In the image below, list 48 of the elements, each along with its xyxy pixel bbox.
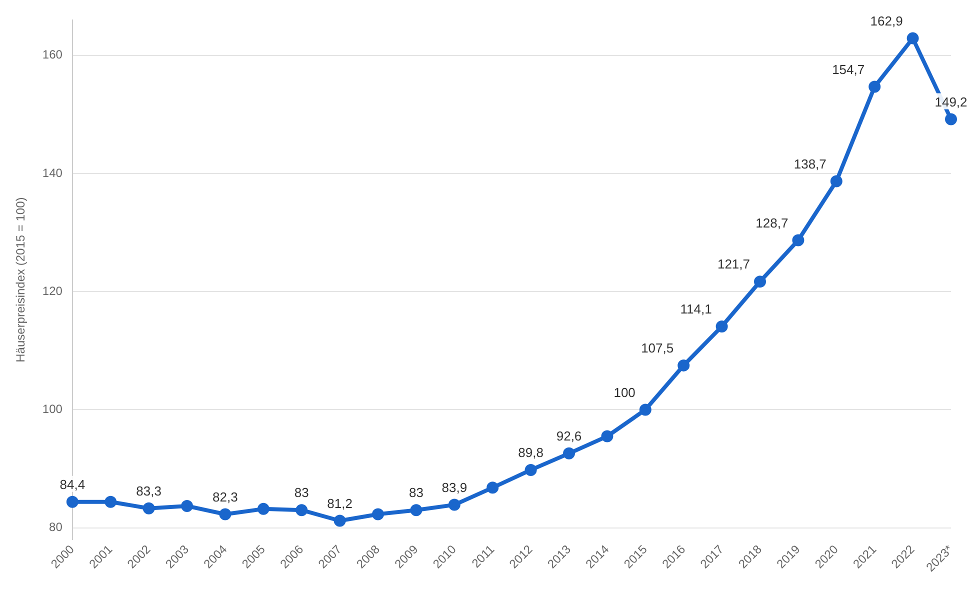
point <box>372 508 384 520</box>
point <box>563 447 576 460</box>
data-label: 100 <box>614 384 636 400</box>
data-label: 81,2 <box>327 496 352 511</box>
data-label: 83 <box>408 485 424 500</box>
y-tick-label: 140 <box>42 166 63 180</box>
data-label: 128,7 <box>756 215 788 230</box>
point <box>830 175 842 188</box>
data-label: 107,5 <box>641 340 674 356</box>
point <box>66 496 78 508</box>
data-label: 154,7 <box>832 62 865 77</box>
point <box>906 32 919 44</box>
point <box>486 482 499 494</box>
point <box>219 508 232 520</box>
point <box>678 359 690 372</box>
y-tick-label: 80 <box>49 520 63 534</box>
point <box>716 320 728 332</box>
point <box>601 430 614 442</box>
y-axis-title: Häuserpreisindex (2015 = 100) <box>14 197 28 362</box>
point <box>754 276 766 288</box>
point <box>410 504 422 516</box>
y-tick-label: 100 <box>42 402 63 416</box>
y-tick-label: 160 <box>42 48 63 62</box>
point <box>639 404 652 416</box>
data-label: 149,2 <box>934 94 968 110</box>
point <box>524 464 537 476</box>
point <box>257 502 270 515</box>
data-label: 83 <box>294 485 309 500</box>
data-label: 121,7 <box>717 256 750 272</box>
data-label: 83,9 <box>442 480 468 495</box>
data-label: 83,3 <box>136 483 162 498</box>
point <box>296 504 308 516</box>
point <box>868 80 881 93</box>
data-label: 92,6 <box>556 428 582 444</box>
data-label: 162,9 <box>870 13 903 28</box>
point <box>142 502 155 514</box>
data-label: 114,1 <box>680 302 712 317</box>
point <box>792 234 804 246</box>
point <box>448 498 460 511</box>
data-label: 138,7 <box>794 156 826 172</box>
data-label: 89,8 <box>518 445 544 460</box>
point <box>334 514 346 527</box>
point <box>104 496 117 508</box>
data-label: 82,3 <box>212 489 238 504</box>
point <box>181 500 194 512</box>
point <box>945 113 957 126</box>
y-tick-label: 120 <box>42 284 63 298</box>
data-label: 84,4 <box>60 476 86 492</box>
